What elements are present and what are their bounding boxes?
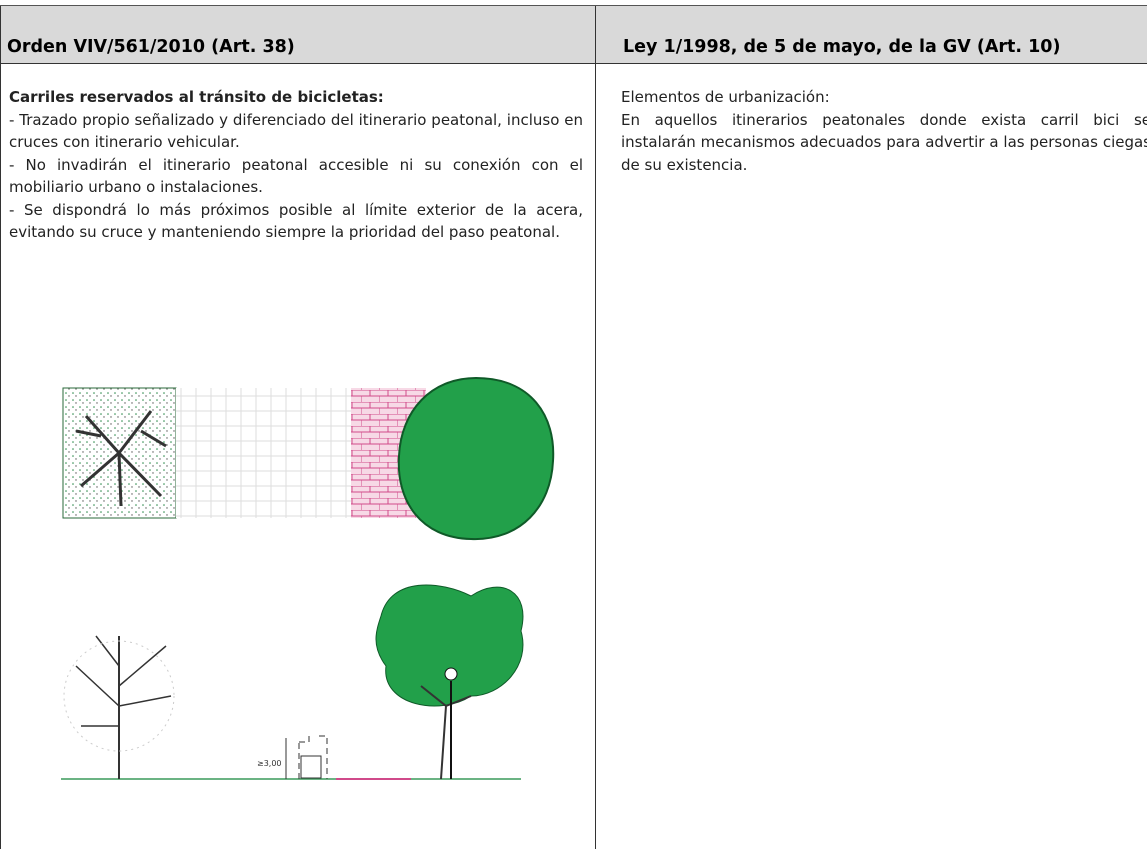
table: Orden VIV/561/2010 (Art. 38) Carriles re… (0, 5, 1147, 849)
heading: Carriles reservados al tránsito de bicic… (9, 88, 384, 106)
line: Elementos de urbanización: (621, 88, 830, 106)
header-cell: Ley 1/1998, de 5 de mayo, de la GV (Art.… (596, 6, 1147, 64)
item: - Trazado propio señalizado y diferencia… (9, 110, 583, 152)
right-column: Ley 1/1998, de 5 de mayo, de la GV (Art.… (596, 6, 1147, 849)
item: - Se dispondrá lo más próximos posible a… (9, 200, 583, 242)
header-cell: Orden VIV/561/2010 (Art. 38) (1, 6, 595, 64)
left-column: Orden VIV/561/2010 (Art. 38) Carriles re… (0, 6, 596, 849)
header-text: Orden VIV/561/2010 (Art. 38) (7, 37, 295, 57)
cell-body: Elementos de urbanización: En aquellos i… (596, 64, 1147, 176)
item: - No invadirán el itinerario peatonal ac… (9, 155, 583, 197)
dimension-label: ≥3,00 (257, 759, 282, 768)
line: En aquellos itinerarios peatonales donde… (621, 110, 1147, 174)
elevation-view: ≥3,00 (61, 584, 524, 780)
cell-body: Carriles reservados al tránsito de bicic… (1, 64, 595, 244)
plan-view (62, 376, 555, 541)
header-text: Ley 1/1998, de 5 de mayo, de la GV (Art.… (623, 37, 1061, 57)
